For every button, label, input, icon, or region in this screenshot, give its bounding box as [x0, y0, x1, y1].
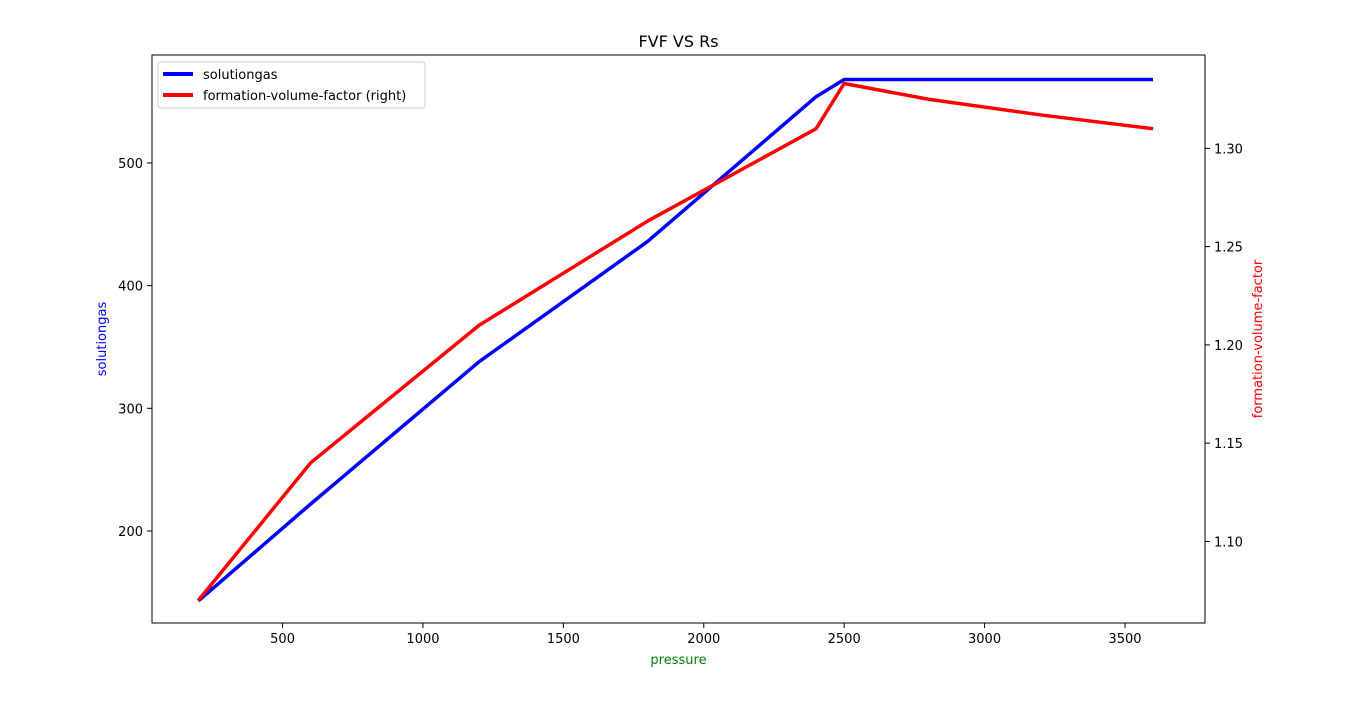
x-axis-label: pressure: [650, 653, 706, 668]
x-tick-label: 1500: [547, 632, 580, 647]
y-tick-label: 300: [118, 402, 143, 417]
x-tick-label: 3000: [968, 632, 1001, 647]
legend-label-solutiongas: solutiongas: [203, 68, 278, 83]
x-tick-label: 3500: [1108, 632, 1141, 647]
y-tick-label: 500: [118, 157, 143, 172]
series-line-formation-volume-factor: [196, 81, 1154, 602]
legend-label-formation-volume-factor: formation-volume-factor (right): [203, 89, 406, 104]
series-layer: [196, 77, 1154, 603]
y-tick-label: 400: [118, 280, 143, 295]
x-tick-label: 2000: [687, 632, 720, 647]
y-right-axis-label: formation-volume-factor: [1251, 259, 1266, 418]
y-right-tick-label: 1.20: [1214, 339, 1243, 354]
x-tick-label: 2500: [828, 632, 861, 647]
y-right-tick-label: 1.30: [1214, 142, 1243, 157]
chart-title: FVF VS Rs: [638, 32, 718, 51]
y-right-tick-label: 1.10: [1214, 535, 1243, 550]
x-tick-label: 500: [270, 632, 295, 647]
y-right-axis-ticks: 1.10 1.15 1.20 1.25 1.30: [1205, 142, 1243, 550]
x-axis-ticks: 500 1000 1500 2000 2500 3000 3500: [270, 623, 1142, 647]
y-tick-label: 200: [118, 525, 143, 540]
legend: solutiongas formation-volume-factor (rig…: [157, 61, 426, 109]
y-axis-ticks: 200 300 400 500: [118, 157, 152, 540]
y-right-tick-label: 1.15: [1214, 437, 1243, 452]
series-line-solutiongas: [197, 77, 1154, 603]
y-right-tick-label: 1.25: [1214, 241, 1243, 256]
legend-box: [157, 61, 426, 109]
x-tick-label: 1000: [406, 632, 439, 647]
plot-area: [151, 54, 1206, 624]
y-axis-label: solutiongas: [95, 302, 110, 377]
plot-frame: [151, 54, 1206, 624]
